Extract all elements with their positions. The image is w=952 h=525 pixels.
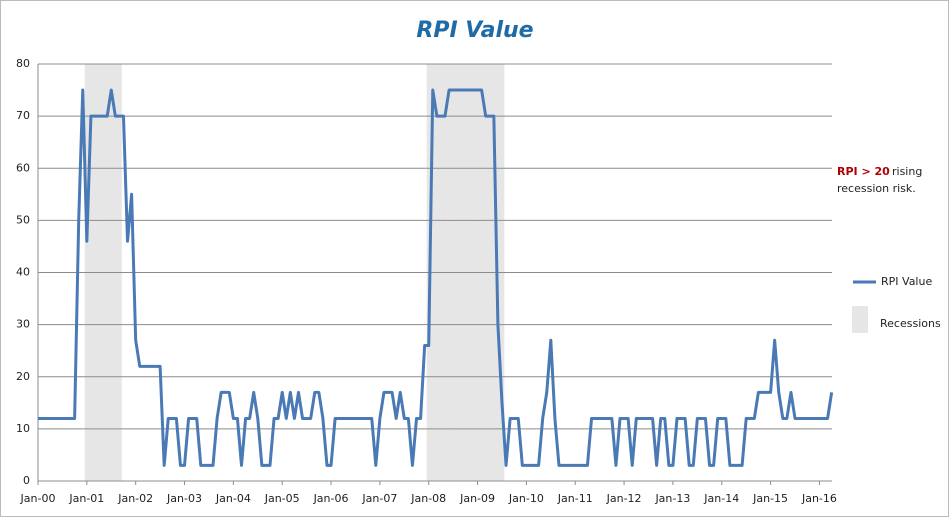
- annotation-text: recession risk.: [837, 182, 916, 195]
- x-tick-label: Jan-14: [703, 492, 739, 505]
- y-tick-label: 60: [16, 161, 30, 174]
- x-tick-label: Jan-11: [557, 492, 593, 505]
- x-tick-label: Jan-06: [313, 492, 349, 505]
- x-tick-label: Jan-09: [459, 492, 495, 505]
- y-tick-label: 30: [16, 318, 30, 331]
- y-tick-label: 70: [16, 109, 30, 122]
- x-tick-label: Jan-02: [117, 492, 153, 505]
- y-tick-label: 40: [16, 266, 30, 279]
- line: [38, 88, 834, 467]
- x-tick-label: Jan-07: [361, 492, 397, 505]
- x-tick-label: Jan-16: [801, 492, 837, 505]
- y-tick-label: 20: [16, 370, 30, 383]
- x-tick-label: Jan-05: [264, 492, 300, 505]
- x-tick-label: Jan-01: [68, 492, 104, 505]
- legend-label: Recessions: [880, 317, 941, 330]
- y-tick-label: 0: [23, 474, 30, 487]
- legend-label: RPI Value: [881, 275, 932, 288]
- legend-swatch: [852, 306, 868, 333]
- x-tick-label: Jan-13: [654, 492, 690, 505]
- x-tick-label: Jan-15: [752, 492, 788, 505]
- x-tick-label: Jan-08: [410, 492, 446, 505]
- y-tick-label: 50: [16, 213, 30, 226]
- annotation-text: rising: [892, 165, 922, 178]
- x-tick-label: Jan-10: [508, 492, 544, 505]
- x-tick-label: Jan-12: [606, 492, 642, 505]
- annotation-highlight: RPI > 20: [837, 165, 890, 178]
- x-tick-label: Jan-00: [20, 492, 56, 505]
- y-tick-label: 10: [16, 422, 30, 435]
- y-tick-label: 80: [16, 57, 30, 70]
- x-tick-label: Jan-03: [166, 492, 202, 505]
- chart-title: RPI Value: [416, 18, 533, 43]
- x-tick-label: Jan-04: [215, 492, 251, 505]
